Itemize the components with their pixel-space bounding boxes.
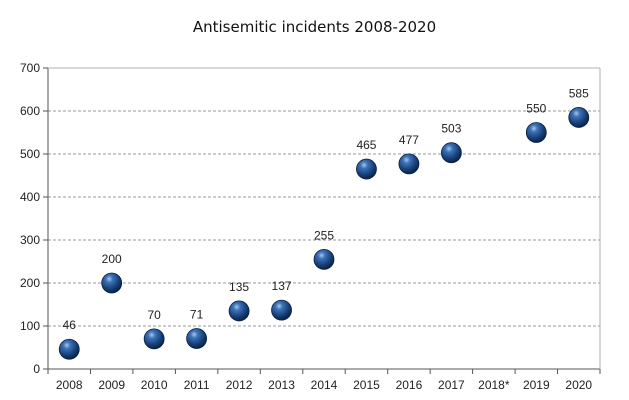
data-point	[525, 122, 547, 143]
y-tick-label: 100	[20, 319, 40, 333]
x-tick-label: 2018*	[478, 378, 510, 392]
data-point	[568, 107, 590, 128]
data-label: 550	[526, 102, 546, 116]
x-tick-label: 2019	[523, 378, 550, 392]
x-tick-label: 2011	[184, 378, 210, 392]
y-tick-labels: 0 100 200 300 400 500 600 700	[20, 61, 40, 376]
y-tick-label: 200	[20, 276, 40, 290]
x-tick-label: 2015	[353, 378, 380, 392]
data-label: 137	[272, 279, 292, 293]
y-tick-label: 700	[20, 61, 40, 75]
x-tick-labels: 2008 2009 2010 2011 2012 2013 2014 2015 2016 2017…	[56, 378, 593, 392]
data-point	[186, 328, 208, 349]
x-tick-label: 2014	[311, 378, 338, 392]
data-points	[58, 107, 590, 360]
data-label: 465	[356, 138, 376, 152]
x-tick-label: 2016	[396, 378, 423, 392]
x-tick-label: 2017	[438, 378, 465, 392]
axes	[43, 67, 601, 374]
data-label: 71	[190, 307, 204, 321]
data-point	[356, 158, 377, 180]
grid-lines	[48, 67, 600, 327]
data-point	[143, 328, 165, 350]
x-tick-label: 2020	[565, 378, 592, 392]
data-point	[58, 338, 80, 360]
data-label: 255	[314, 228, 334, 242]
data-labels: 46 200 70 71 135 137 255 465 477 503 550 585	[63, 86, 590, 332]
data-label: 46	[63, 318, 77, 332]
y-tick-label: 600	[20, 104, 40, 118]
data-point	[313, 248, 335, 270]
data-label: 585	[569, 86, 589, 100]
data-point	[228, 300, 250, 322]
x-tick-label: 2012	[226, 378, 253, 392]
data-point	[101, 272, 123, 294]
x-tick-label: 2010	[141, 378, 168, 392]
data-point	[271, 299, 292, 321]
data-label: 135	[229, 280, 249, 294]
x-tick-label: 2008	[56, 378, 83, 392]
data-point	[398, 153, 420, 175]
x-tick-label: 2013	[268, 378, 295, 392]
chart-title: Antisemitic incidents 2008-2020	[192, 18, 437, 36]
x-tick-label: 2009	[98, 378, 125, 392]
data-label: 503	[441, 122, 461, 136]
y-tick-label: 300	[20, 233, 40, 247]
data-label: 200	[102, 252, 122, 266]
y-tick-label: 0	[33, 362, 40, 376]
y-tick-label: 500	[20, 147, 40, 161]
y-tick-label: 400	[20, 190, 40, 204]
data-label: 477	[399, 133, 419, 147]
data-point	[440, 142, 462, 164]
data-label: 70	[147, 308, 161, 322]
